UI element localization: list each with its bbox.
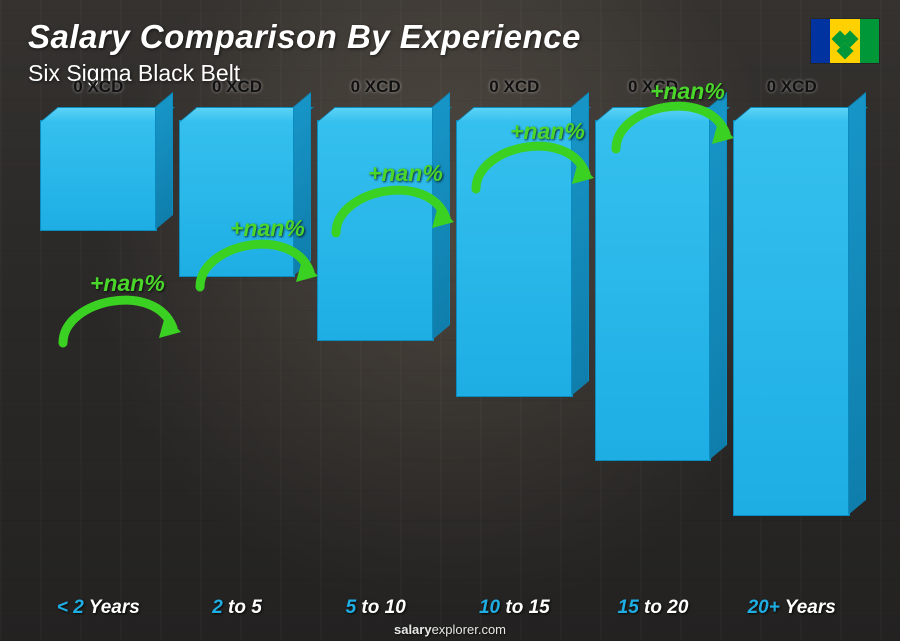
country-flag xyxy=(810,18,880,64)
pct-label: +nan% xyxy=(510,118,585,145)
pct-label: +nan% xyxy=(368,160,443,187)
credit: salaryexplorer.com xyxy=(0,622,900,637)
bar-wrap: 0 XCD xyxy=(595,120,712,581)
bar-value: 0 XCD xyxy=(351,77,401,97)
growth-arrow-icon xyxy=(55,288,185,358)
growth-arrow-icon xyxy=(328,178,458,248)
x-label: 10 to 15 xyxy=(456,597,573,619)
growth-arrow-icon xyxy=(192,232,322,302)
bar: 0 XCD xyxy=(595,120,712,461)
bar-value: 0 XCD xyxy=(767,77,817,97)
bar-wrap: 0 XCD xyxy=(733,120,850,581)
credit-bold: salary xyxy=(394,622,432,637)
x-label: 15 to 20 xyxy=(595,597,712,619)
x-label: < 2 Years xyxy=(40,597,157,619)
bar: 0 XCD xyxy=(733,120,850,516)
x-label: 5 to 10 xyxy=(317,597,434,619)
bar: 0 XCD xyxy=(40,120,157,231)
bar-value: 0 XCD xyxy=(489,77,539,97)
bar-wrap: 0 XCD xyxy=(179,120,296,581)
bar-value: 0 XCD xyxy=(212,77,262,97)
x-label: 2 to 5 xyxy=(179,597,296,619)
pct-label: +nan% xyxy=(90,270,165,297)
x-label: 20+ Years xyxy=(733,597,850,619)
pct-label: +nan% xyxy=(650,78,725,105)
bar-value: 0 XCD xyxy=(73,77,123,97)
credit-rest: explorer.com xyxy=(432,622,506,637)
x-axis-labels: < 2 Years 2 to 5 5 to 10 10 to 15 15 to 20 20… xyxy=(40,597,850,619)
chart-title: Salary Comparison By Experience xyxy=(28,18,581,56)
pct-label: +nan% xyxy=(230,215,305,242)
